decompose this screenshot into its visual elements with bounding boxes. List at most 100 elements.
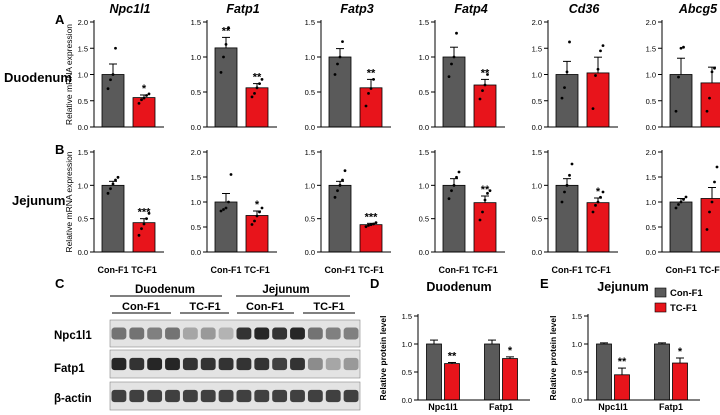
panel-letter-a: A: [55, 12, 65, 27]
data-point: [450, 62, 453, 66]
row-label-jejunum: Jejunum: [12, 193, 65, 208]
blot-band: [325, 327, 341, 340]
blot-band: [147, 357, 163, 371]
data-point: [137, 233, 141, 237]
blot-band: [200, 327, 216, 340]
data-point: [710, 70, 714, 74]
data-point: [677, 75, 680, 79]
y-tick-label: 1.5: [402, 312, 412, 321]
y-tick-label: 0.0: [305, 123, 315, 132]
data-point: [565, 70, 569, 74]
blot-band: [182, 357, 198, 371]
data-point: [563, 190, 566, 194]
data-point: [679, 200, 683, 204]
panel-letter-e: E: [540, 276, 549, 291]
bar-con: [555, 74, 579, 128]
bar-con: [654, 343, 670, 401]
blot-band: [200, 389, 216, 403]
legend-swatch-tc: [654, 302, 667, 313]
data-point: [229, 173, 233, 176]
significance-label: *: [255, 199, 260, 211]
data-point: [677, 203, 680, 206]
y-tick-label: 2.0: [532, 18, 542, 27]
significance-label: **: [367, 67, 376, 79]
significance-label: ***: [138, 207, 152, 219]
blot-band: [290, 357, 305, 371]
legend-label: TC-F1: [670, 303, 698, 314]
x-tick-label: Con-F1: [211, 265, 242, 275]
bar-tc: [359, 87, 383, 128]
bar-con: [669, 201, 693, 253]
blot-region-duodenum: Duodenum: [135, 284, 195, 296]
x-tick-label: Fatp1: [489, 402, 513, 412]
data-point: [250, 95, 254, 99]
chart-a-2: Fatp1 0.0 0.5 1.0 1.5 ** **: [191, 2, 277, 132]
blot-band: [290, 389, 305, 403]
blot-band: [129, 389, 145, 403]
data-point: [483, 198, 487, 202]
data-point: [260, 206, 264, 210]
y-tick-label: 0.5: [191, 223, 201, 232]
y-tick-label: 1.0: [305, 53, 315, 62]
bar-tc: [473, 84, 497, 128]
data-point: [560, 96, 564, 100]
data-point: [708, 210, 711, 214]
y-tick-label: 1.0: [419, 53, 429, 62]
bar-con: [442, 184, 466, 253]
panel-letter-d: D: [370, 276, 379, 291]
blot-band: [307, 389, 323, 403]
y-tick-label: 1.5: [191, 173, 201, 182]
x-tick-label: Fatp1: [659, 402, 683, 412]
chart-b-3: 0.0 0.5 1.0 1.5 *** Con-F1 TC-F1: [305, 148, 391, 275]
y-axis-label: Relative protein level: [378, 315, 388, 400]
chart-a-4: Fatp4 0.0 0.5 1.0 1.5 **: [419, 2, 505, 132]
data-point: [705, 109, 709, 113]
significance-label: **: [222, 25, 231, 37]
data-point: [227, 200, 230, 204]
data-point: [227, 26, 230, 29]
data-point: [374, 221, 378, 225]
bar-con: [484, 343, 500, 401]
data-point: [452, 55, 456, 59]
y-tick-label: 1.0: [78, 71, 88, 80]
blot-band: [343, 389, 359, 403]
blot-strip-fatp1: [109, 349, 361, 379]
blot-band: [343, 357, 359, 371]
y-tick-label: 0.0: [78, 248, 88, 257]
y-tick-label: 0.5: [78, 97, 88, 106]
data-point: [219, 71, 223, 74]
y-tick-label: 1.5: [646, 173, 656, 182]
y-tick-label: 1.5: [419, 18, 429, 27]
data-point: [343, 169, 347, 173]
bar-con: [214, 47, 238, 128]
x-tick-label: TC-F1: [585, 265, 611, 275]
data-point: [106, 87, 110, 91]
data-point: [601, 44, 605, 48]
y-tick-label: 2.0: [191, 148, 201, 157]
data-point: [372, 78, 375, 81]
y-axis-label: Relative mRNA expression: [64, 24, 74, 125]
bar-tc: [700, 198, 720, 253]
bar-con: [669, 74, 693, 128]
data-point: [142, 222, 146, 226]
y-tick-label: 0.0: [191, 123, 201, 132]
y-tick-label: 0.5: [646, 223, 656, 232]
chart-b-5: 0.0 0.5 1.0 1.5 * Con-F1 TC-F1: [532, 148, 618, 275]
data-point: [367, 92, 370, 95]
data-point: [336, 62, 339, 66]
bar-con: [328, 184, 352, 253]
y-tick-label: 1.5: [305, 148, 315, 157]
data-point: [488, 189, 492, 193]
legend-label: Con-F1: [670, 288, 703, 299]
significance-label: ***: [365, 211, 379, 223]
bar-con: [555, 184, 579, 253]
blot-band: [182, 327, 198, 340]
data-point: [710, 200, 714, 204]
y-tick-label: 1.0: [191, 198, 201, 207]
data-point: [255, 214, 259, 218]
data-point: [486, 191, 489, 195]
y-tick-label: 2.0: [646, 148, 656, 157]
bar-tc: [444, 363, 460, 401]
